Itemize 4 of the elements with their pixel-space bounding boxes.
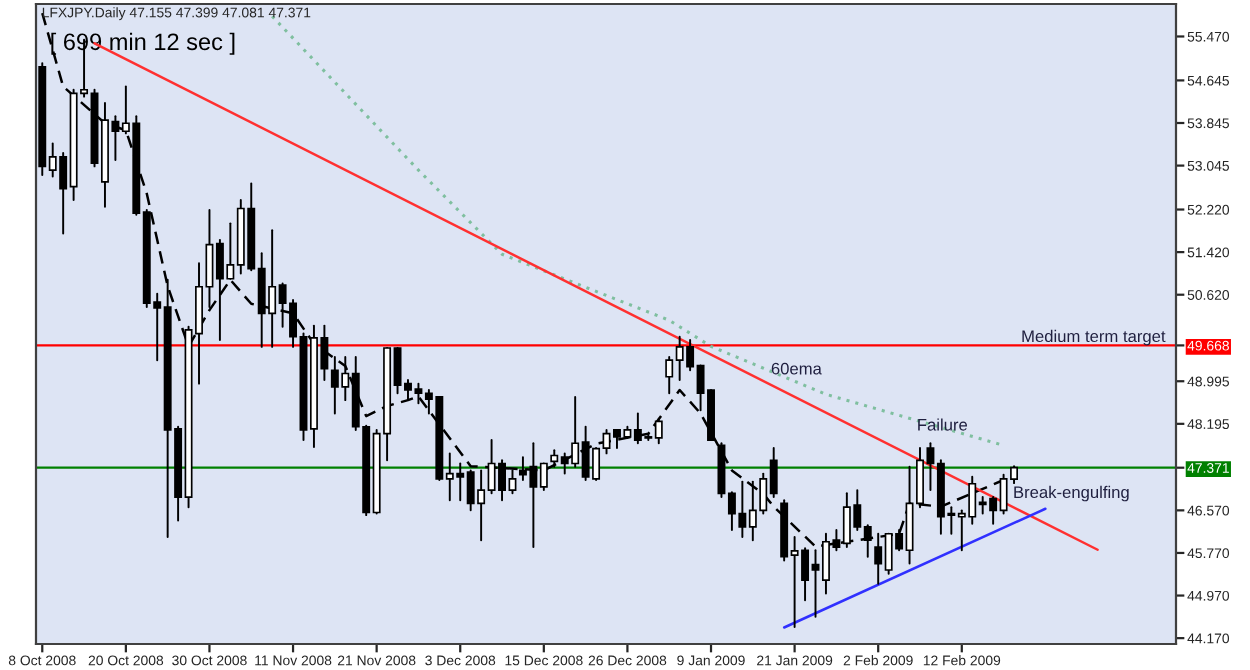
- annotation: Break-engulfing: [1014, 485, 1129, 502]
- ref-line-label: Medium term target: [1022, 329, 1166, 346]
- annotation: 60ema: [771, 362, 822, 375]
- annotation: Failure: [918, 418, 968, 431]
